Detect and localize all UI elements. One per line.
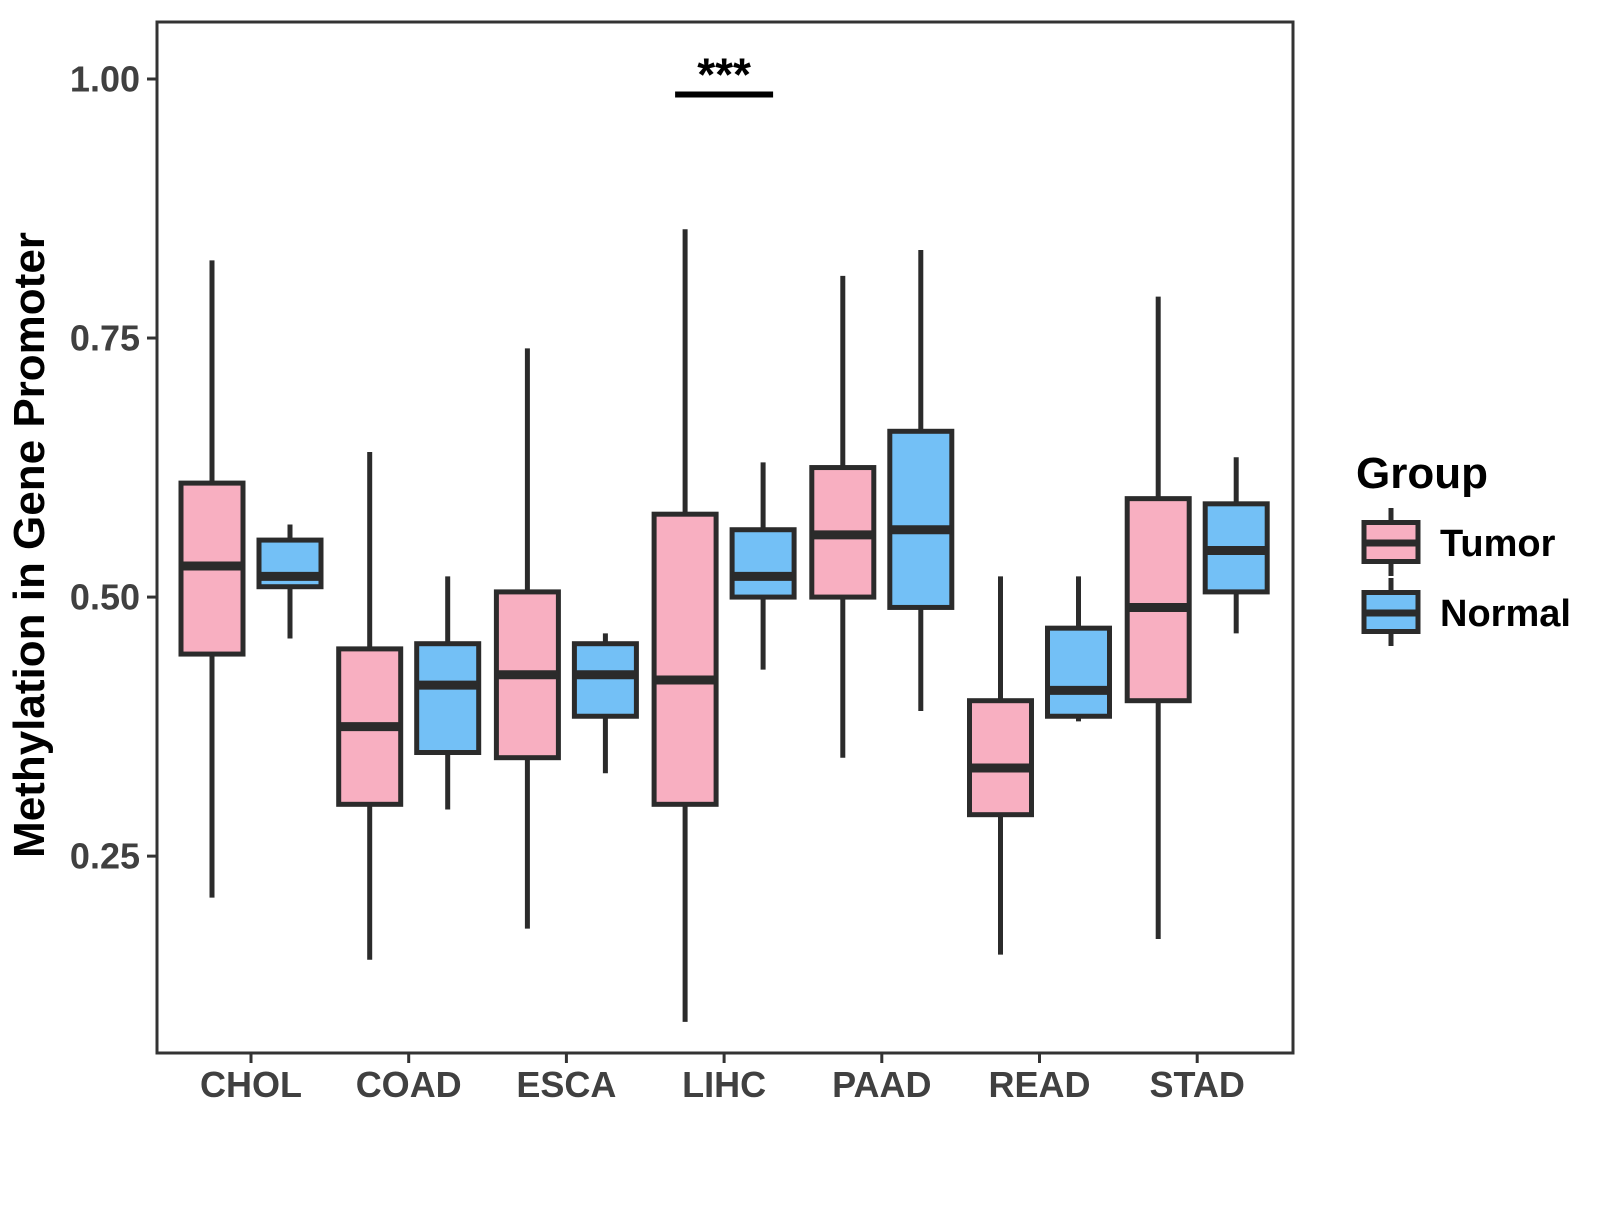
legend-label-normal: Normal xyxy=(1440,593,1571,635)
boxplot-tumor-COAD xyxy=(336,452,404,960)
boxplot-normal-CHOL xyxy=(256,524,324,639)
boxplot-tumor-LIHC xyxy=(651,229,719,1022)
iqr-box xyxy=(1045,625,1112,719)
x-tick-label: ESCA xyxy=(516,1064,616,1105)
boxplot-normal-COAD xyxy=(414,576,482,810)
boxplot-normal-STAD xyxy=(1202,457,1270,634)
y-tick-label: 0.50 xyxy=(70,577,140,618)
iqr-box xyxy=(571,641,639,719)
panel-border xyxy=(155,20,1295,1055)
x-tick-label: LIHC xyxy=(682,1064,766,1105)
legend-key-normal xyxy=(1361,578,1421,646)
y-axis-title: Methylation in Gene Promoter xyxy=(5,232,54,858)
x-tick-label: PAAD xyxy=(832,1064,931,1105)
iqr-box xyxy=(729,527,797,600)
boxplot-normal-ESCA xyxy=(571,633,639,774)
legend-title: Group xyxy=(1356,449,1488,498)
significance-annotation: *** xyxy=(675,49,774,101)
y-tick-label: 0.75 xyxy=(70,318,140,359)
plot-panel xyxy=(157,22,1293,1053)
boxplot-tumor-STAD xyxy=(1124,296,1192,940)
legend-key-tumor xyxy=(1361,508,1421,576)
significance-stars: *** xyxy=(697,49,751,101)
legend-keys xyxy=(1361,508,1421,646)
legend: Group Tumor Normal xyxy=(1356,449,1571,646)
iqr-box xyxy=(414,641,482,756)
boxplot-tumor-ESCA xyxy=(493,348,561,929)
legend-label-tumor: Tumor xyxy=(1440,523,1556,565)
x-tick-label: COAD xyxy=(356,1064,462,1105)
boxplot-tumor-READ xyxy=(967,576,1034,955)
iqr-box xyxy=(887,428,955,610)
y-tick-label: 1.00 xyxy=(70,59,140,100)
iqr-box xyxy=(1124,496,1192,704)
boxplot-tumor-PAAD xyxy=(809,275,877,758)
chart-content: 0.25 0.50 0.75 1.00 CHOL COAD ESCA LIHC PAAD READ… xyxy=(70,20,1295,1105)
x-tick-label: CHOL xyxy=(200,1064,302,1105)
iqr-box xyxy=(651,511,719,807)
iqr-box xyxy=(967,698,1034,818)
boxplot-tumor-CHOL xyxy=(178,260,246,898)
boxplot-normal-LIHC xyxy=(729,462,797,670)
boxplot-normal-READ xyxy=(1045,576,1112,722)
x-tick-label: READ xyxy=(988,1064,1090,1105)
boxplot-normal-PAAD xyxy=(887,249,955,712)
y-tick-label: 0.25 xyxy=(70,836,140,877)
x-tick-label: STAD xyxy=(1150,1064,1245,1105)
